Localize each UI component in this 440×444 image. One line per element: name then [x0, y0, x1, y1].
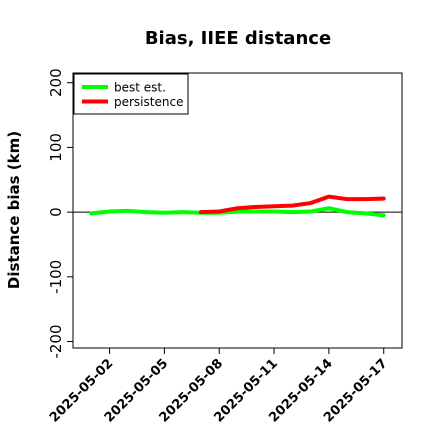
y-tick-label: 0: [47, 207, 65, 217]
legend-label: persistence: [114, 95, 183, 109]
y-axis-label: Distance bias (km): [5, 131, 23, 289]
y-tick-label: -200: [47, 325, 65, 359]
chart-title: Bias, IIEE distance: [145, 28, 331, 49]
y-tick-label: 100: [47, 133, 65, 162]
y-tick-label: 200: [47, 68, 65, 97]
legend: best est.persistence: [74, 74, 188, 114]
legend-label: best est.: [114, 81, 166, 95]
y-tick-label: -100: [47, 260, 65, 294]
